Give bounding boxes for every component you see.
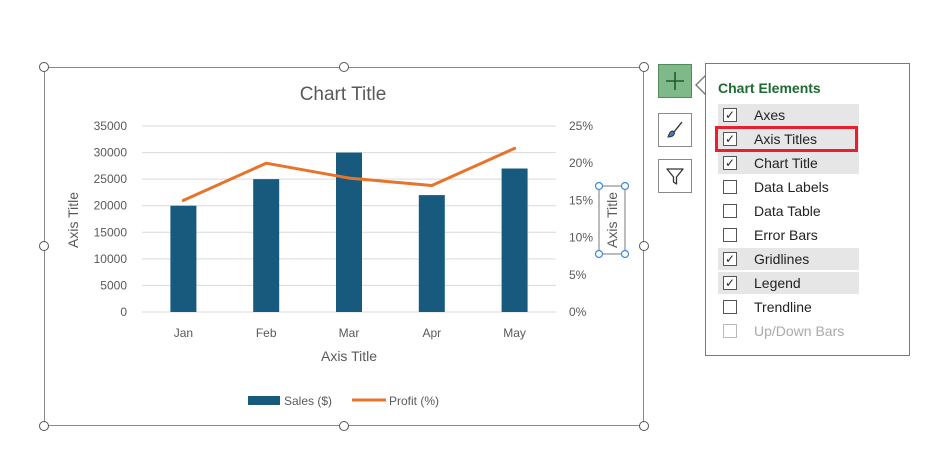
x-tick-label: Mar	[339, 326, 360, 340]
resize-handle[interactable]	[639, 241, 649, 251]
bar-sales	[418, 195, 445, 312]
chart-title: Chart Title	[300, 84, 387, 105]
line-point	[264, 161, 268, 165]
y2-axis-title: Axis Title	[604, 192, 620, 248]
option-label: Gridlines	[754, 251, 810, 267]
x-tick-label: Apr	[422, 326, 441, 340]
checkbox[interactable]	[723, 204, 737, 218]
y2-tick-label: 20%	[569, 156, 593, 170]
option-axes[interactable]: ✓ Axes	[718, 104, 859, 126]
resize-handle[interactable]	[639, 421, 649, 431]
option-trendline[interactable]: Trendline	[718, 296, 859, 318]
option-label: Chart Title	[754, 155, 818, 171]
chart-filters-button[interactable]	[658, 159, 692, 193]
legend-label-sales: Sales ($)	[284, 394, 332, 408]
selection-handle	[620, 249, 630, 259]
bar-sales	[170, 205, 197, 312]
filter-icon	[664, 165, 686, 187]
y2-tick-label: 0%	[569, 305, 587, 319]
option-label: Legend	[754, 275, 801, 291]
y2-tick-label: 25%	[569, 119, 593, 133]
selection-handle	[620, 181, 630, 191]
legend-swatch-sales	[248, 396, 280, 405]
y2-tick-label: 5%	[569, 268, 587, 282]
option-label: Data Labels	[754, 179, 829, 195]
y-tick-label: 25000	[94, 172, 128, 186]
resize-handle[interactable]	[39, 241, 49, 251]
y-tick-label: 5000	[100, 278, 127, 292]
y-tick-label: 30000	[94, 146, 128, 160]
checkbox[interactable]	[723, 180, 737, 194]
bar-sales	[253, 179, 280, 312]
checkbox[interactable]	[723, 300, 737, 314]
line-point	[181, 198, 185, 202]
y-tick-label: 35000	[94, 119, 128, 133]
selection-handle	[594, 249, 604, 259]
option-label: Up/Down Bars	[754, 323, 845, 339]
option-label: Error Bars	[754, 227, 818, 243]
option-gridlines[interactable]: ✓ Gridlines	[718, 248, 859, 270]
resize-handle[interactable]	[339, 62, 349, 72]
option-legend[interactable]: ✓ Legend	[718, 272, 859, 294]
x-tick-label: Feb	[256, 326, 277, 340]
option-label: Trendline	[754, 299, 812, 315]
checkbox[interactable]: ✓	[723, 252, 737, 266]
option-data-labels[interactable]: Data Labels	[718, 176, 859, 198]
y-tick-label: 20000	[94, 199, 128, 213]
selection-handle	[594, 181, 604, 191]
plus-icon	[664, 70, 686, 92]
y-tick-label: 10000	[94, 252, 128, 266]
x-tick-label: May	[503, 326, 526, 340]
y2-tick-label: 15%	[569, 193, 593, 207]
option-axis-titles[interactable]: ✓ Axis Titles	[718, 128, 859, 150]
resize-handle[interactable]	[39, 62, 49, 72]
option-chart-title[interactable]: ✓ Chart Title	[718, 152, 859, 174]
chart-elements-button[interactable]	[658, 64, 692, 98]
bar-sales	[501, 168, 528, 312]
checkbox[interactable]	[723, 228, 737, 242]
y-tick-label: 0	[120, 305, 127, 319]
y-tick-label: 15000	[94, 225, 128, 239]
option-label: Data Table	[754, 203, 821, 219]
paintbrush-icon	[664, 119, 686, 141]
panel-title: Chart Elements	[718, 80, 821, 96]
x-tick-label: Jan	[174, 326, 193, 340]
checkbox[interactable]: ✓	[723, 276, 737, 290]
option-data-table[interactable]: Data Table	[718, 200, 859, 222]
checkbox[interactable]: ✓	[723, 108, 737, 122]
line-point	[347, 176, 351, 180]
checkbox[interactable]: ✓	[723, 132, 737, 146]
checkbox[interactable]: ✓	[723, 156, 737, 170]
line-point	[513, 146, 517, 150]
option-up-down-bars: Up/Down Bars	[718, 320, 859, 342]
checkbox	[723, 324, 737, 338]
resize-handle[interactable]	[339, 421, 349, 431]
line-point	[430, 184, 434, 188]
option-error-bars[interactable]: Error Bars	[718, 224, 859, 246]
option-label: Axis Titles	[754, 131, 818, 147]
resize-handle[interactable]	[39, 421, 49, 431]
y2-tick-label: 10%	[569, 231, 593, 245]
x-axis-title: Axis Title	[321, 348, 377, 364]
option-label: Axes	[754, 107, 786, 123]
y-axis-title: Axis Title	[65, 192, 81, 248]
chart-elements-panel: Chart Elements ✓ Axes ✓ Axis Titles ✓ Chart T…	[705, 63, 910, 356]
highlight-box	[715, 126, 858, 152]
y2-axis-title-selection	[598, 185, 626, 255]
chart-styles-button[interactable]	[658, 113, 692, 147]
resize-handle[interactable]	[639, 62, 649, 72]
legend-label-profit: Profit (%)	[389, 394, 439, 408]
